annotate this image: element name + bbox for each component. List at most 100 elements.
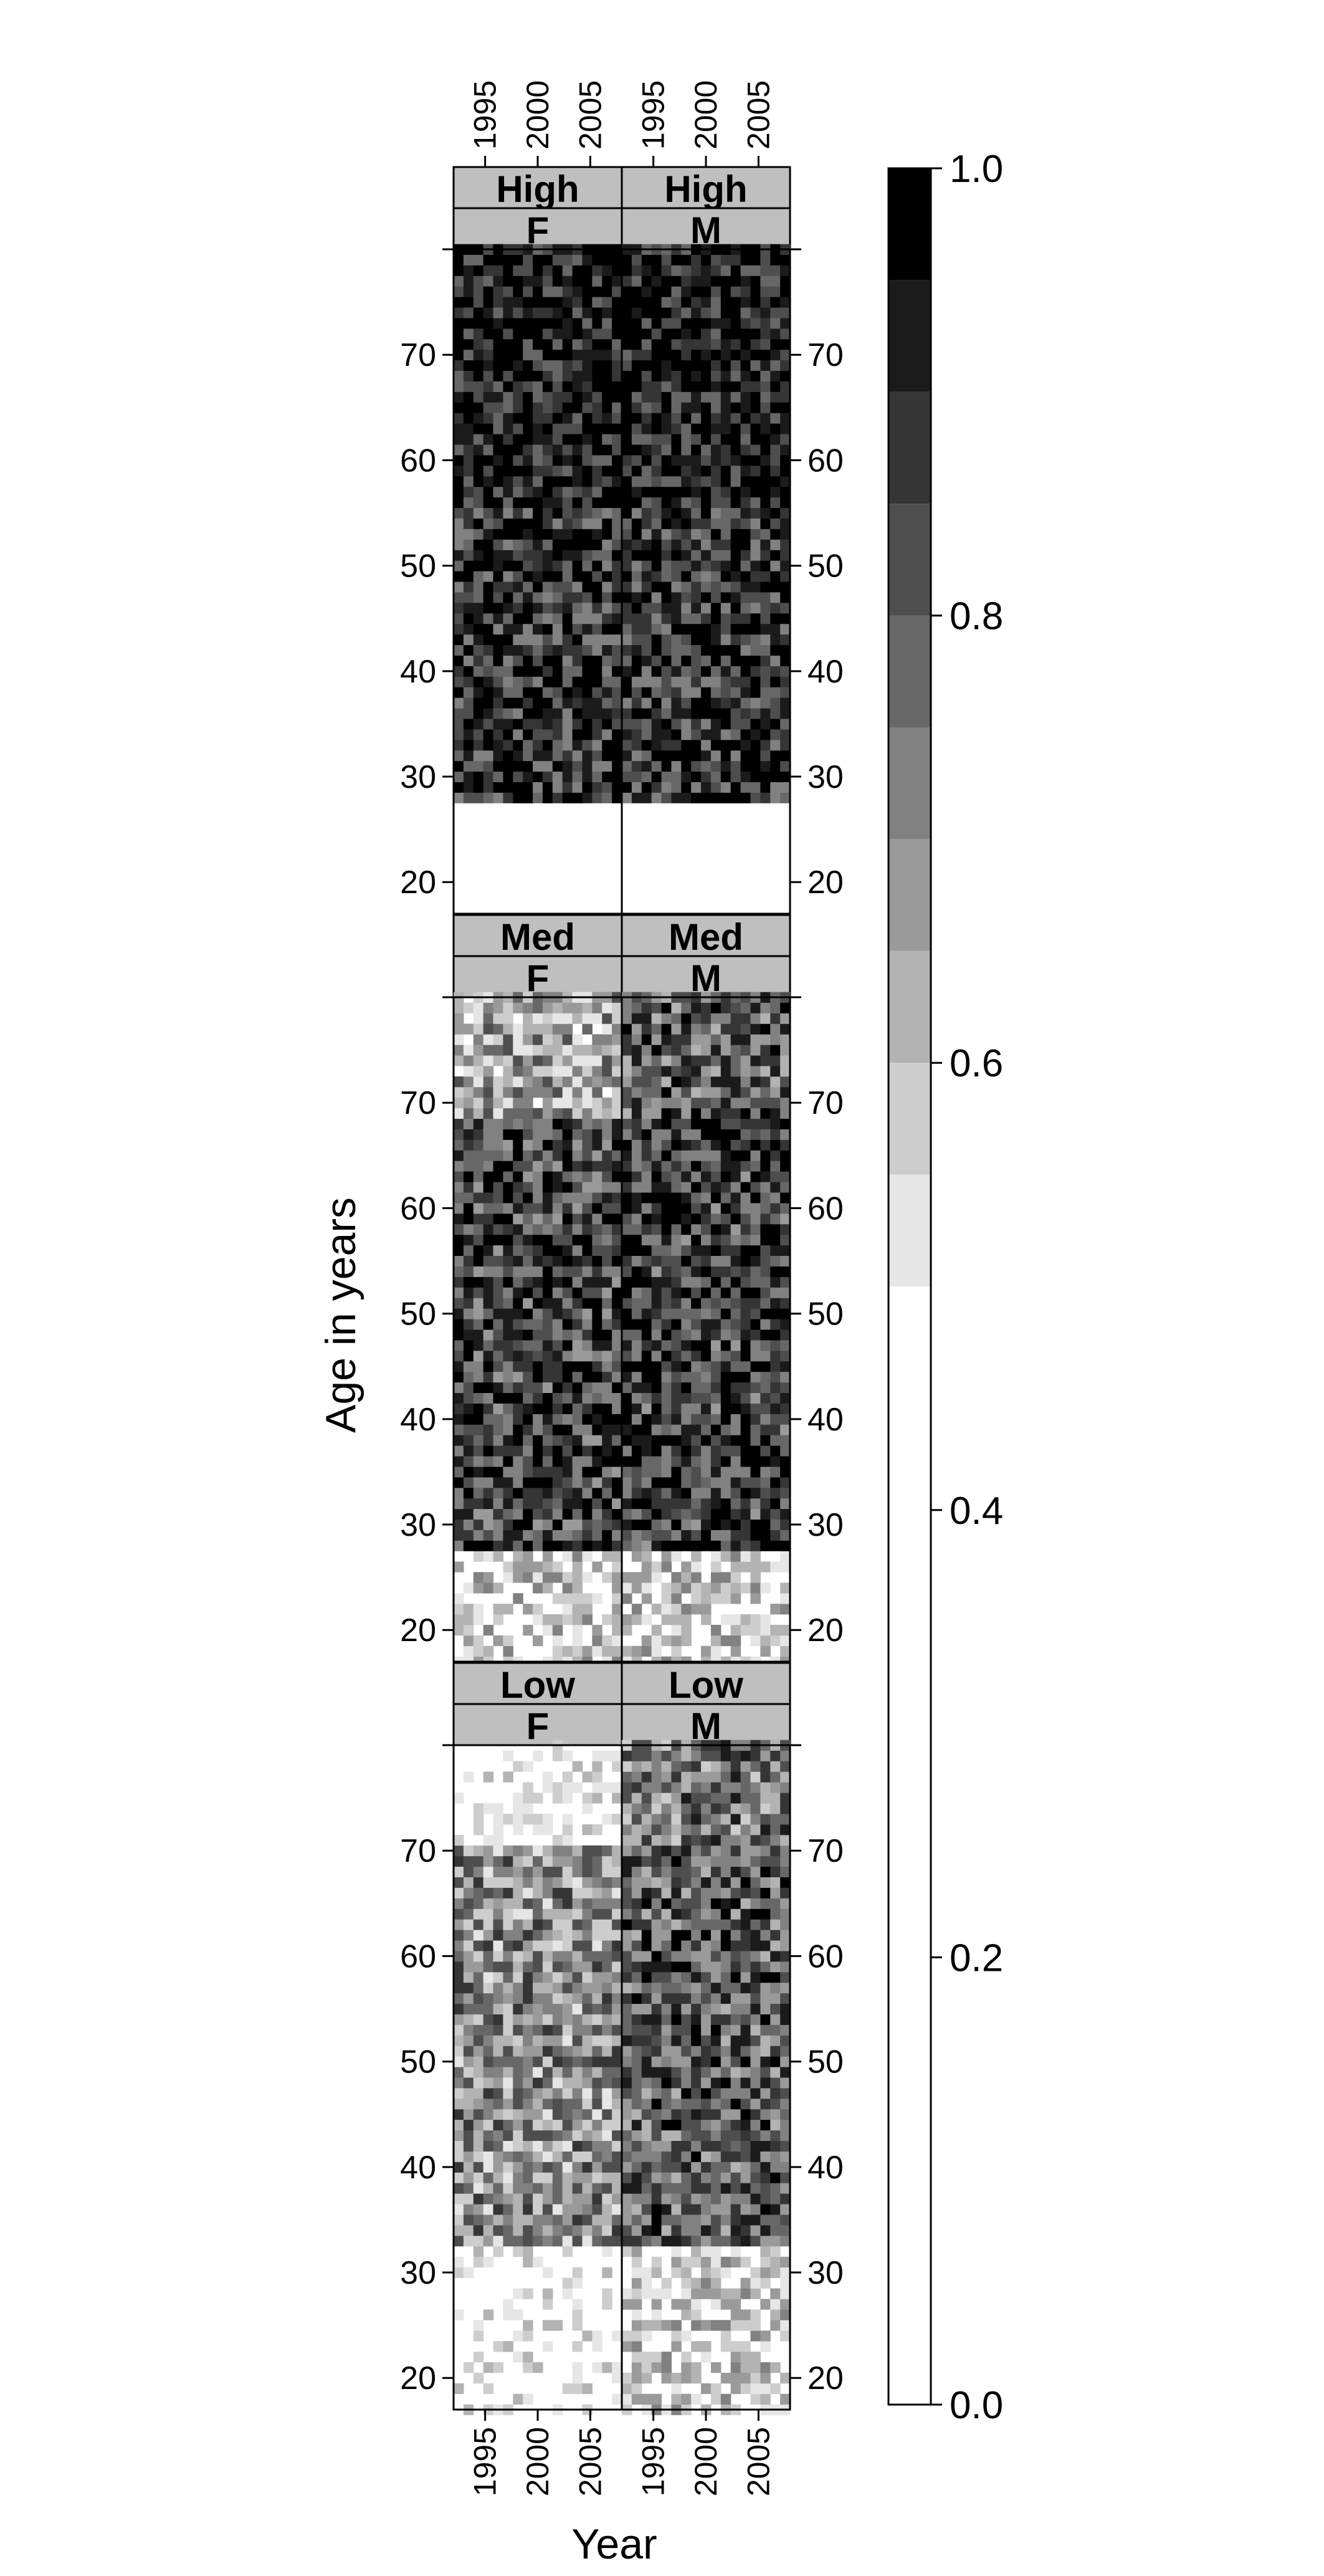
heatmap-cell [533, 529, 543, 540]
heatmap-cell [770, 1477, 781, 1488]
heatmap-cell [473, 1866, 484, 1877]
heatmap-cell [463, 1108, 474, 1119]
heatmap-cell [572, 1055, 583, 1066]
heatmap-cell [740, 1424, 751, 1435]
heatmap-cell [513, 1266, 523, 1277]
heatmap-cell [641, 297, 652, 308]
heatmap-cell [542, 1245, 553, 1257]
heatmap-cell [740, 1329, 751, 1341]
heatmap-cell [592, 1855, 602, 1867]
heatmap-cell [463, 602, 474, 614]
heatmap-cell [513, 1445, 523, 1457]
heatmap-cell [582, 518, 593, 529]
heatmap-cell [641, 602, 652, 614]
heatmap-cell [622, 1329, 632, 1341]
heatmap-cell [760, 1255, 771, 1266]
heatmap-cell [760, 286, 771, 297]
heatmap-cell [592, 507, 602, 519]
heatmap-cell [622, 613, 632, 625]
heatmap-cell [612, 529, 622, 540]
heatmap-cell [523, 2246, 533, 2258]
heatmap-cell [493, 529, 504, 540]
heatmap-cell [454, 275, 464, 287]
heatmap-cell [780, 2299, 791, 2310]
heatmap-cell [740, 2352, 751, 2363]
heatmap-cell [750, 307, 761, 318]
heatmap-cell [602, 1329, 612, 1341]
heatmap-cell [523, 729, 533, 740]
heatmap-cell [671, 582, 682, 593]
heatmap-cell [483, 1435, 494, 1446]
heatmap-cell [463, 666, 474, 677]
heatmap-cell [661, 1086, 672, 1098]
heatmap-cell [780, 2204, 791, 2215]
heatmap-cell [533, 2162, 543, 2173]
heatmap-cell [542, 1340, 553, 1351]
heatmap-cell [473, 550, 484, 561]
heatmap-cell [641, 2352, 652, 2363]
heatmap-cell [641, 1487, 652, 1499]
heatmap-cell [720, 1435, 731, 1446]
heatmap-cell [493, 1814, 504, 1825]
heatmap-cell [592, 1350, 602, 1362]
heatmap-cell [760, 307, 771, 318]
heatmap-cell [602, 1171, 612, 1182]
heatmap-cell [562, 370, 573, 381]
heatmap-cell [533, 1477, 543, 1488]
heatmap-cell [740, 1045, 751, 1056]
heatmap-cell [463, 1487, 474, 1499]
heatmap-cell [503, 1171, 513, 1182]
heatmap-cell [552, 697, 563, 709]
heatmap-cell [661, 1055, 672, 1066]
heatmap-cell [582, 1298, 593, 1309]
heatmap-cell [454, 1319, 464, 1330]
heatmap-cell [483, 434, 494, 445]
heatmap-cell [710, 1329, 722, 1341]
heatmap-cell [523, 1045, 533, 1056]
heatmap-cell [770, 1467, 781, 1478]
heatmap-cell [602, 1350, 612, 1362]
heatmap-cell [493, 1023, 504, 1035]
heatmap-cell [503, 2014, 513, 2025]
heatmap-cell [493, 486, 504, 498]
heatmap-cell [542, 1203, 553, 1214]
heatmap-cell [572, 1614, 583, 1626]
heatmap-cell [454, 497, 464, 509]
heatmap-cell [552, 1750, 563, 1761]
heatmap-cell [602, 1930, 612, 1941]
heatmap-cell [612, 1951, 622, 1962]
heatmap-cell [760, 1276, 771, 1288]
heatmap-cell [503, 1435, 513, 1446]
heatmap-cell [681, 1223, 692, 1235]
heatmap-cell [582, 2003, 593, 2014]
heatmap-cell [661, 750, 672, 762]
heatmap-cell [602, 2225, 612, 2236]
heatmap-cell [513, 254, 523, 266]
heatmap-cell [592, 582, 602, 593]
heatmap-cell [770, 1161, 781, 1172]
heatmap-cell [661, 539, 672, 550]
heatmap-cell [661, 2288, 672, 2299]
heatmap-cell [483, 623, 494, 635]
heatmap-cell [463, 592, 474, 603]
heatmap-cell [710, 402, 722, 413]
heatmap-cell [483, 2309, 494, 2320]
heatmap-cell [691, 1435, 702, 1446]
heatmap-cell [592, 265, 602, 276]
heatmap-cell [513, 2140, 523, 2152]
heatmap-cell [641, 697, 652, 709]
heatmap-cell [562, 2162, 573, 2173]
heatmap-cell [582, 1223, 593, 1235]
heatmap-cell [750, 760, 761, 772]
heatmap-cell [463, 1540, 474, 1551]
heatmap-cell [612, 1329, 622, 1341]
heatmap-cell [523, 2119, 533, 2131]
heatmap-cell [562, 1045, 573, 1056]
heatmap-cell [454, 1013, 464, 1024]
heatmap-cell [681, 2225, 692, 2236]
heatmap-cell [780, 2309, 791, 2320]
heatmap-cell [562, 1203, 573, 1214]
heatmap-cell [592, 1414, 602, 1425]
heatmap-cell [562, 1118, 573, 1129]
heatmap-cell [671, 2341, 682, 2352]
